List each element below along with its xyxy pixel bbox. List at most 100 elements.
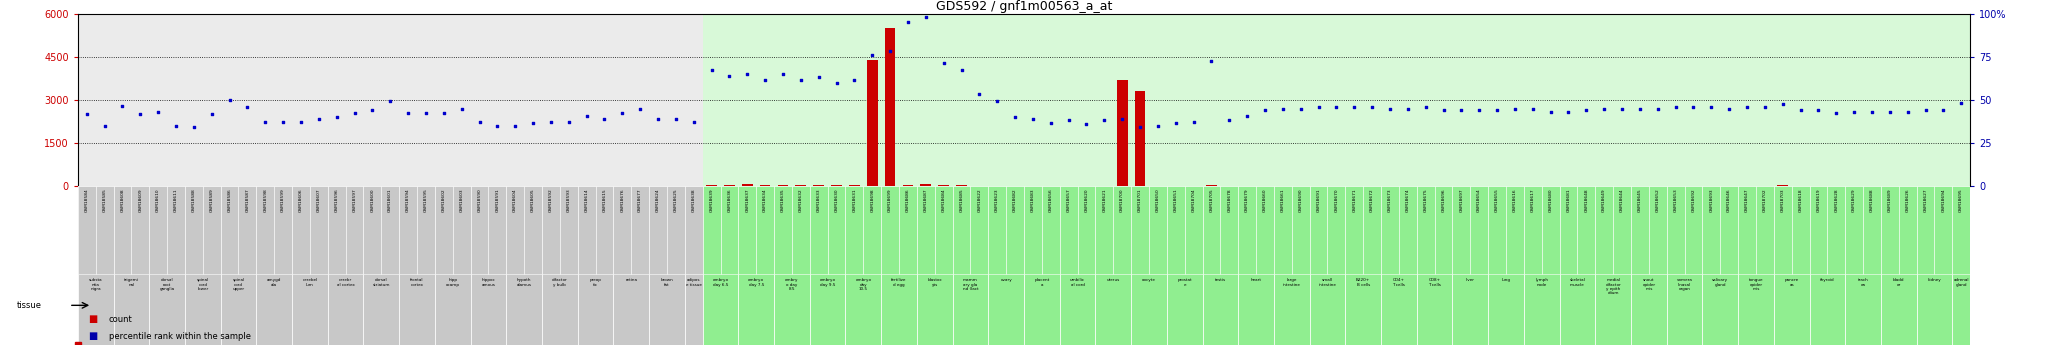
Bar	[543, 186, 578, 345]
Point	[625, 106, 657, 111]
Bar	[1059, 186, 1077, 274]
Text: GSM18600: GSM18600	[371, 188, 375, 211]
Bar	[381, 186, 399, 274]
Bar	[760, 185, 770, 186]
Point	[999, 115, 1032, 120]
Bar	[774, 186, 793, 274]
Bar	[793, 186, 809, 274]
Text: GSM18605: GSM18605	[530, 188, 535, 211]
Point	[195, 112, 227, 117]
Bar	[1274, 14, 1309, 186]
Text: GSM18587: GSM18587	[246, 188, 250, 211]
Point	[1874, 109, 1907, 114]
Bar	[238, 186, 256, 274]
Bar	[328, 186, 346, 274]
Text: GSM18630: GSM18630	[834, 188, 838, 211]
Text: GSM18634: GSM18634	[764, 188, 768, 211]
Point	[1106, 116, 1139, 121]
Bar	[1024, 186, 1059, 345]
Text: GSM18611: GSM18611	[174, 188, 178, 211]
Bar	[850, 185, 860, 186]
Bar	[184, 186, 203, 274]
Bar	[1489, 186, 1505, 274]
Bar	[1346, 186, 1380, 345]
Point	[1141, 123, 1174, 129]
Text: CD4+
T cells: CD4+ T cells	[1393, 278, 1405, 287]
Text: olfactor
y bulb: olfactor y bulb	[553, 278, 567, 287]
Bar	[827, 186, 846, 274]
Bar	[113, 14, 150, 186]
Bar	[1096, 186, 1114, 274]
Text: bladd
er: bladd er	[1892, 278, 1905, 287]
Point	[266, 119, 299, 125]
Bar	[1239, 186, 1274, 345]
Bar	[434, 186, 453, 274]
Text: embryo
day
10.5: embryo day 10.5	[856, 278, 870, 291]
Text: GSM18602: GSM18602	[442, 188, 446, 211]
Bar	[1417, 186, 1452, 345]
Bar	[1702, 14, 1739, 186]
Bar	[813, 185, 823, 186]
Bar	[328, 186, 362, 345]
Text: thyroid: thyroid	[1821, 278, 1835, 282]
Bar	[649, 186, 684, 345]
Text: medial
olfactor
y epith
elium: medial olfactor y epith elium	[1606, 278, 1622, 295]
Bar	[184, 186, 221, 345]
Bar	[1774, 186, 1792, 274]
Text: embryo
day 6.5: embryo day 6.5	[713, 278, 729, 287]
Point	[319, 115, 352, 120]
Text: placent
a: placent a	[1034, 278, 1049, 287]
Bar	[362, 186, 399, 345]
Text: GSM18588: GSM18588	[193, 188, 197, 211]
Point	[213, 97, 246, 103]
Bar	[78, 14, 113, 186]
Bar	[846, 186, 864, 274]
Bar	[1417, 14, 1452, 186]
Bar	[1380, 186, 1399, 274]
Text: GSM18680: GSM18680	[1548, 188, 1552, 211]
Text: GSM18674: GSM18674	[1405, 188, 1409, 211]
Text: GSM18631: GSM18631	[852, 188, 856, 211]
Point	[1053, 117, 1085, 123]
Text: umbilic
al cord: umbilic al cord	[1069, 278, 1085, 287]
Text: ■: ■	[88, 314, 98, 324]
Bar	[684, 186, 702, 274]
Text: GSM18698: GSM18698	[870, 188, 874, 211]
Bar	[702, 186, 739, 345]
Text: GSM18625: GSM18625	[674, 188, 678, 211]
Bar	[1810, 14, 1845, 186]
Bar	[309, 186, 328, 274]
Text: kidney: kidney	[1927, 278, 1942, 282]
Bar	[256, 14, 293, 186]
Text: spinal
cord
lower: spinal cord lower	[197, 278, 209, 291]
Bar	[864, 186, 881, 274]
Text: large
intestine: large intestine	[1282, 278, 1300, 287]
Bar	[1077, 186, 1096, 274]
Text: GSM18683: GSM18683	[1030, 188, 1034, 211]
Text: GSM18603: GSM18603	[459, 188, 463, 211]
Text: GSM18595: GSM18595	[424, 188, 428, 212]
Text: GSM18682: GSM18682	[1014, 188, 1018, 211]
Text: GSM18700: GSM18700	[1120, 188, 1124, 211]
Point	[1640, 106, 1673, 111]
Bar	[274, 186, 293, 274]
Point	[1677, 105, 1710, 110]
Bar	[1206, 185, 1217, 186]
Bar	[1202, 186, 1239, 345]
Bar	[1346, 14, 1380, 186]
Text: GSM18702: GSM18702	[1763, 188, 1767, 211]
Bar	[866, 60, 879, 186]
Bar	[506, 14, 543, 186]
Point	[588, 116, 621, 121]
Point	[1356, 105, 1389, 110]
Bar	[578, 186, 596, 274]
Text: GSM18635: GSM18635	[780, 188, 784, 211]
Point	[338, 110, 371, 116]
Text: GSM18688: GSM18688	[1870, 188, 1874, 211]
Text: percentile rank within the sample: percentile rank within the sample	[109, 332, 250, 341]
Point	[553, 119, 586, 125]
Bar	[168, 186, 184, 274]
Bar	[1649, 186, 1667, 274]
Text: GSM18686: GSM18686	[905, 188, 909, 211]
Point	[819, 80, 852, 86]
